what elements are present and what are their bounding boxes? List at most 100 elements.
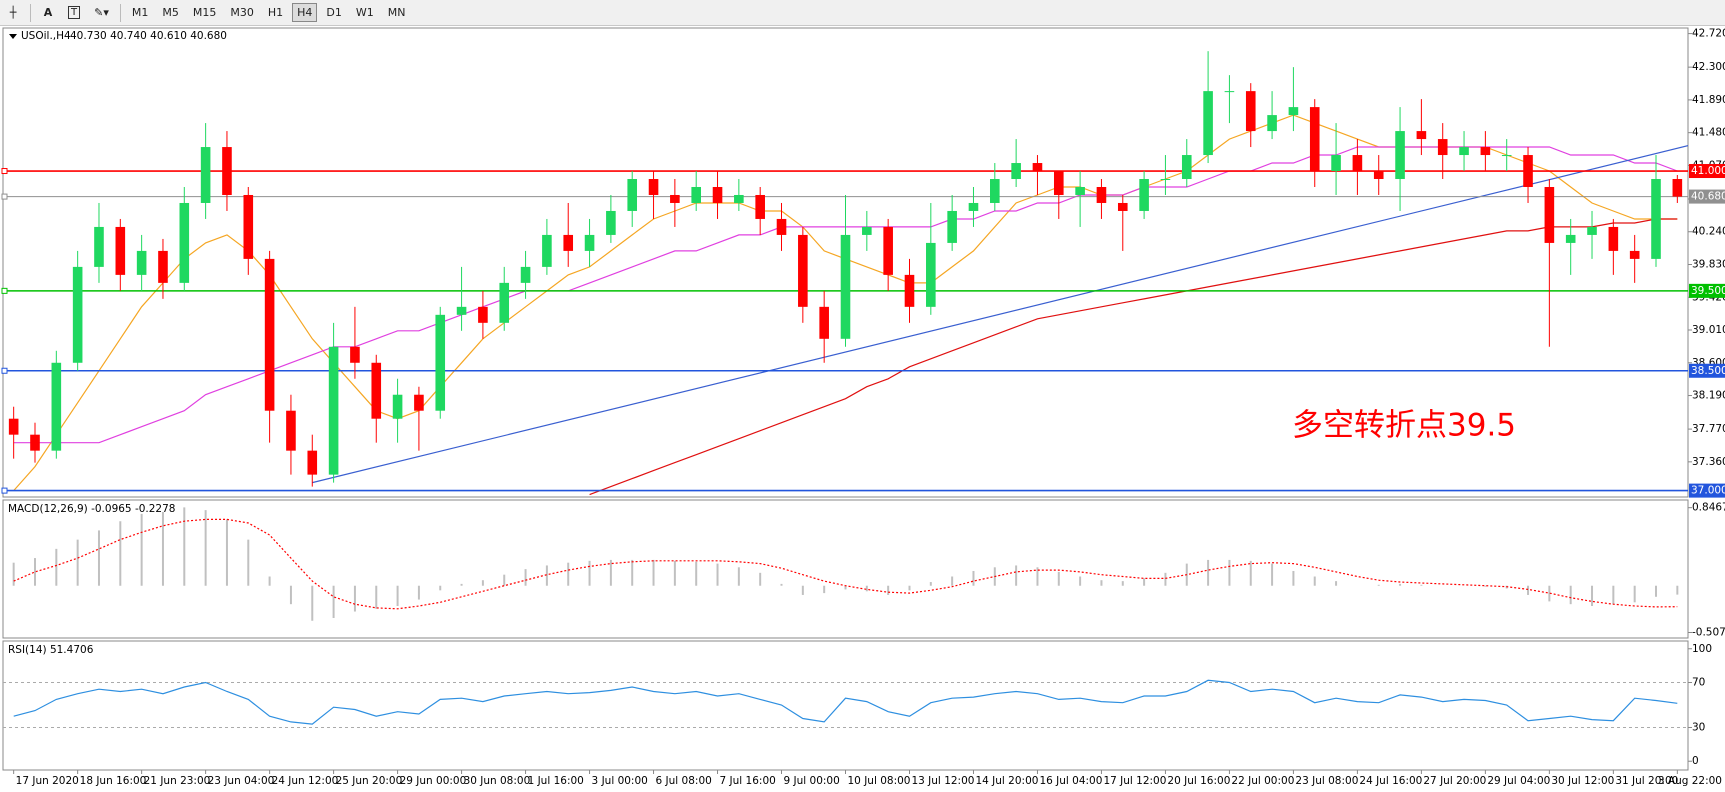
x-tick-label: 30 Jul 12:00 xyxy=(1551,775,1614,787)
candle-body xyxy=(563,234,574,251)
candle-body xyxy=(584,234,595,251)
candle-body xyxy=(371,362,382,419)
timeframe-button[interactable]: H4 xyxy=(292,3,318,22)
timeframe-button[interactable]: M30 xyxy=(230,6,254,19)
y-tick-label: 41.480 xyxy=(1692,127,1725,139)
x-tick-label: 21 Jun 23:00 xyxy=(144,775,211,787)
candle-body xyxy=(8,418,19,435)
candle-body xyxy=(1139,179,1149,211)
candle-body xyxy=(776,218,787,235)
candle-body xyxy=(1651,179,1661,259)
candle-body xyxy=(1416,131,1427,140)
timeframe-button[interactable]: H1 xyxy=(267,6,284,19)
timeframes: M1 M5 M15 M30 H1 H4 D1 W1 MN xyxy=(125,3,413,22)
candle-body xyxy=(926,242,936,307)
candle-body xyxy=(1608,226,1619,251)
candle-body xyxy=(392,394,403,419)
annotation: 多空转折点39.5 xyxy=(1292,408,1516,444)
level-label-box xyxy=(1689,164,1725,179)
symbol-title: USOil.,H4 xyxy=(21,30,71,42)
candle-body xyxy=(1053,171,1064,195)
level-label: 40.680 xyxy=(1691,191,1725,203)
y-tick-label: 42.720 xyxy=(1692,28,1725,40)
x-tick-label: 23 Jun 04:00 xyxy=(208,775,275,787)
candle-body xyxy=(51,362,62,451)
candle-body xyxy=(1011,163,1021,180)
candle-body xyxy=(414,394,424,411)
candle-body xyxy=(1117,202,1128,211)
candle-body xyxy=(1181,155,1192,180)
candle-body xyxy=(904,274,915,307)
rsi-title: RSI(14) 51.4706 xyxy=(8,644,94,656)
candle-body xyxy=(947,210,957,243)
moving-average xyxy=(589,218,1678,496)
candle-body xyxy=(456,306,467,315)
candle-body xyxy=(243,194,254,259)
y-tick-label: 30 xyxy=(1692,721,1705,733)
timeframe-button[interactable]: M1 xyxy=(131,6,149,19)
separator xyxy=(30,3,31,22)
level-label-box xyxy=(1689,363,1725,378)
candle-body xyxy=(1395,131,1405,180)
crosshair-button[interactable]: ┼ xyxy=(9,6,17,19)
timeframe-button[interactable]: M15 xyxy=(192,6,217,19)
macd-title: MACD(12,26,9) -0.0965 -0.2278 xyxy=(8,503,175,515)
collapse-icon xyxy=(9,34,17,39)
candle-body xyxy=(328,346,339,475)
candle-body xyxy=(1224,91,1235,93)
y-tick-label: 41.890 xyxy=(1692,94,1725,106)
level-label: 38.500 xyxy=(1691,365,1725,377)
x-tick-label: 17 Jun 2020 xyxy=(16,775,79,787)
candle-body xyxy=(158,250,168,283)
candle-body xyxy=(307,450,318,475)
candle-body xyxy=(1437,139,1448,156)
candle-body xyxy=(968,202,979,211)
x-tick-label: 30 Jun 08:00 xyxy=(464,775,531,787)
rsi-panel xyxy=(2,640,1689,771)
candle-body xyxy=(1245,91,1256,132)
candle-body xyxy=(1544,186,1555,243)
candle-body xyxy=(1373,171,1384,180)
separator xyxy=(119,3,121,22)
y-tick-label: 37.770 xyxy=(1692,423,1725,435)
x-tick-label: 6 Jul 08:00 xyxy=(656,775,712,787)
candle-body xyxy=(1075,186,1085,195)
candle-body xyxy=(1288,107,1299,116)
level-marker xyxy=(1,193,8,200)
candle-body xyxy=(542,234,552,267)
macd-panel xyxy=(2,499,1689,639)
candle-body xyxy=(94,226,104,267)
timeframe-button[interactable]: MN xyxy=(387,6,406,19)
x-tick-label: 18 Jun 16:00 xyxy=(80,775,147,787)
candle-body xyxy=(691,186,701,203)
label-button[interactable]: T xyxy=(63,3,85,22)
timeframe-button[interactable]: W1 xyxy=(355,6,374,19)
y-tick-label: 39.010 xyxy=(1692,324,1725,336)
candle-body xyxy=(734,194,744,203)
candle-body xyxy=(819,306,829,339)
candle-body xyxy=(1203,91,1213,156)
timeframe-button[interactable]: D1 xyxy=(326,6,342,19)
timeframe-button[interactable]: M5 xyxy=(162,6,179,19)
candle-body xyxy=(72,266,83,363)
candle-body xyxy=(862,226,872,235)
candle-body xyxy=(115,226,126,275)
x-tick-label: 31 Jul 20:00 xyxy=(1615,775,1678,787)
toolbar: ┼ A T ✎▾ M1 M5 M15 M30 H1 H4 D1 W1 MN xyxy=(0,0,1725,26)
shapes-button[interactable]: ✎▾ xyxy=(94,6,109,19)
candle-body xyxy=(648,179,659,195)
candle-body xyxy=(627,179,638,211)
candle-body xyxy=(606,210,616,235)
text-button[interactable]: A xyxy=(43,6,53,19)
x-tick-label: 1 Jul 16:00 xyxy=(528,775,584,787)
candle-body xyxy=(1629,250,1640,259)
ohlc-values: 40.730 40.740 40.610 40.680 xyxy=(70,30,227,42)
x-tick-label: 23 Jul 08:00 xyxy=(1295,775,1358,787)
candle-body xyxy=(520,266,531,283)
y-tick-label: -0.5072 xyxy=(1692,626,1725,638)
candle-body xyxy=(1267,115,1277,132)
x-tick-label: 27 Jul 20:00 xyxy=(1423,775,1486,787)
level-label: 41.000 xyxy=(1691,165,1725,177)
candle-body xyxy=(1096,186,1107,203)
candle-body xyxy=(1672,179,1683,197)
